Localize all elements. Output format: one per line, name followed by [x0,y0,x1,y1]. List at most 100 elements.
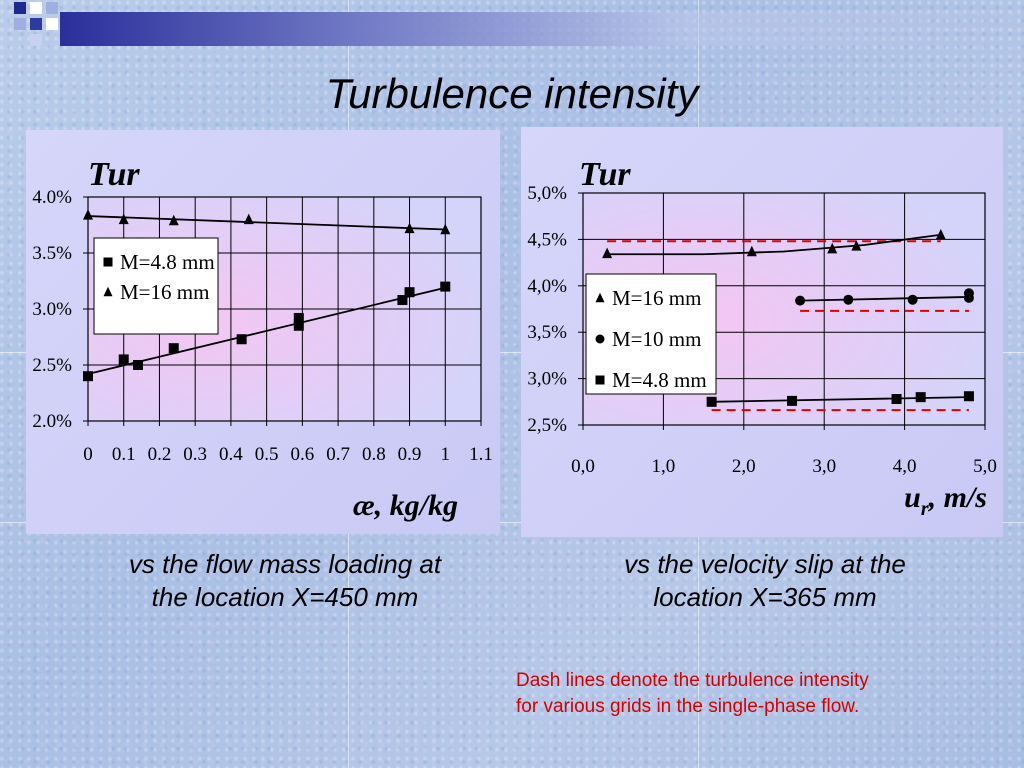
caption-left-line: vs the flow mass loading at [128,549,442,579]
y-tick-label: 3,5% [527,322,567,343]
x-axis-symbol: u [904,481,921,514]
data-point-triangle [746,245,757,257]
legend-label: M=16 mm [120,280,209,304]
note-line: Dash lines denote the turbulence intensi… [516,670,869,691]
legend-marker-square [595,375,605,385]
data-point-square [293,320,304,331]
data-point-triangle [851,240,862,251]
data-point-square [963,391,974,402]
chart-mass-loading: 0 0.1 0.2 0.3 0.4 0.5 0.6 0.7 0.8 0.9 1 1.1 2.0% 2.5%… [26,130,500,534]
y-axis-label: Tur [579,156,631,193]
y-tick-label: 3,0% [527,369,567,390]
data-point-square [397,295,408,306]
slide-title: Turbulence intensity [325,70,699,117]
legend-marker-circle [595,334,605,344]
y-tick-label: 3.5% [32,243,72,264]
x-tick-label: 1.1 [469,444,493,465]
data-point-circle [907,294,918,305]
x-tick-label: 1 [441,444,451,465]
series-fit-line [87,286,446,375]
legend-label: M=10 mm [612,327,701,351]
data-point-square [787,395,798,406]
chart-velocity-slip-svg: 0,0 1,0 2,0 3,0 4,0 5,0 2,5% 3,0% 3,5% 4,0% 4,5% 5,… [527,156,997,520]
data-point-square [706,396,717,407]
background-grid-line [0,352,1024,353]
data-point-triangle [602,247,613,259]
caption-left-line: the location X=450 mm [151,581,419,612]
legend-label: M=4.8 mm [120,250,215,274]
x-tick-label: 0.6 [290,444,314,465]
x-tick-label: 0.1 [112,444,136,465]
data-point-triangle [935,229,946,240]
legend-marker-triangle [103,286,113,297]
data-point-square [891,394,902,405]
data-point-square [118,354,129,365]
y-axis-label: Tur [88,156,140,193]
series-fit-line [800,296,969,302]
series-fit-line [711,396,969,403]
data-point-circle [843,294,854,305]
x-tick-label: 0,0 [571,456,595,477]
x-tick-label: 0.5 [255,444,279,465]
data-point-circle [963,288,974,299]
x-axis-label: ur, m/s [904,481,987,520]
x-axis-subscript: r [921,498,929,520]
title-band [60,12,1024,46]
caption-left: vs the flow mass loading at the location… [50,548,520,613]
background-grid-line [0,522,1024,523]
data-point-triangle [168,214,179,226]
data-point-triangle [440,223,451,235]
note-line: for various grids in the single-phase fl… [516,695,860,717]
series-fit-line [607,233,941,256]
legend-label: M=16 mm [612,286,701,310]
data-point-square [168,343,179,354]
data-point-triangle [118,213,129,225]
x-tick-label: 5,0 [973,456,997,477]
y-tick-label: 4,0% [527,276,567,297]
data-point-triangle [404,222,415,234]
caption-right-line: vs the velocity slip at the [624,549,906,579]
chart-mass-loading-svg: 0 0.1 0.2 0.3 0.4 0.5 0.6 0.7 0.8 0.9 1 1.1 2.0% 2.5%… [32,156,493,522]
data-point-square [404,287,415,298]
caption-right: vs the velocity slip at the location X=3… [530,548,1000,613]
y-tick-label: 2,5% [527,415,567,436]
x-tick-label: 3,0 [812,456,836,477]
x-tick-label: 0.2 [148,444,172,465]
data-point-square [133,360,144,370]
legend-label: M=4.8 mm [612,368,707,392]
data-point-triangle [827,242,838,254]
x-tick-label: 0.9 [398,444,422,465]
x-tick-label: 4,0 [893,456,917,477]
legend-box [93,237,219,335]
x-tick-label: 2,0 [732,456,756,477]
data-point-square [915,392,926,403]
x-tick-label: 0 [83,444,93,465]
x-tick-label: 0.3 [183,444,207,465]
corner-squares-decoration [14,2,58,46]
data-point-square [293,312,304,323]
dash-line-note: Dash lines denote the turbulence intensi… [516,668,1006,719]
plot-border [87,196,482,422]
y-tick-label: 4,5% [527,229,567,250]
y-tick-label: 2.0% [32,411,72,432]
caption-right-line: location X=365 mm [653,581,877,612]
x-tick-label: 0.7 [326,444,350,465]
chart-velocity-slip: 0,0 1,0 2,0 3,0 4,0 5,0 2,5% 3,0% 3,5% 4,0% 4,5% 5,… [521,127,1003,537]
data-point-circle [795,295,806,306]
y-tick-label: 4.0% [32,187,72,208]
x-axis-unit: , kg/kg [374,489,458,522]
data-point-triangle [83,209,93,220]
data-point-triangle [243,213,254,225]
series-fit-line [87,215,446,231]
x-axis-symbol: æ [353,489,375,522]
x-axis-label: æ, kg/kg [353,489,458,522]
legend-marker-triangle [595,292,605,303]
data-point-square [236,334,247,345]
legend-marker-square [103,257,113,267]
x-tick-label: 0.8 [362,444,386,465]
y-tick-label: 2.5% [32,355,72,376]
x-axis-unit: , m/s [928,481,987,514]
y-tick-label: 3.0% [32,299,72,320]
data-point-square [83,371,93,382]
x-tick-label: 0.4 [219,444,243,465]
